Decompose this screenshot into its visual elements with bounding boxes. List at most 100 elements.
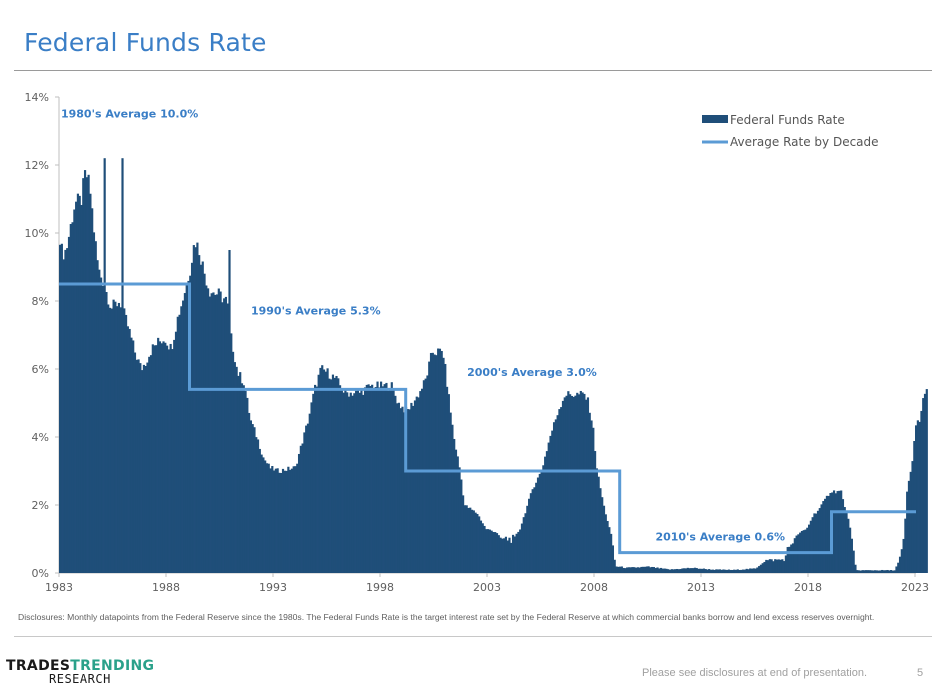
x-tick-label: 1983 — [45, 581, 73, 594]
rate-bar — [925, 389, 928, 573]
rate-bar — [442, 357, 445, 573]
rate-bar — [96, 260, 99, 573]
rate-bar — [667, 569, 670, 573]
rate-bar — [515, 533, 518, 573]
rate-bar — [781, 559, 784, 573]
rate-bar — [69, 224, 72, 573]
rate-bar — [495, 533, 499, 573]
rate-bar — [100, 277, 103, 573]
rate-bar — [178, 314, 181, 573]
rate-bar — [408, 409, 411, 573]
rate-bar — [684, 568, 688, 573]
rate-bar — [725, 569, 729, 573]
x-tick-label: 1993 — [259, 581, 287, 594]
rate-bar — [706, 569, 709, 573]
rate-bar — [882, 570, 886, 573]
rate-bar — [813, 513, 816, 573]
rate-bar — [693, 567, 697, 573]
decade-average-label: 1990's Average 5.3% — [251, 305, 381, 318]
rate-bar — [226, 303, 229, 573]
rate-bar — [479, 520, 483, 573]
rate-bar — [811, 517, 814, 573]
rate-bar — [333, 377, 336, 573]
rate-bar — [119, 307, 122, 573]
rate-bar — [276, 468, 279, 573]
rate-bar — [158, 341, 162, 573]
rate-bar — [806, 527, 809, 573]
rate-bar — [640, 566, 643, 573]
rate-bar — [674, 569, 677, 573]
rate-bar — [465, 505, 468, 573]
rate-bar — [909, 471, 912, 573]
x-tick-label: 2018 — [794, 581, 822, 594]
rate-bar — [312, 393, 315, 573]
rate-bar — [112, 299, 115, 573]
annotations: 1980's Average 10.0% 1990's Average 5.3% 2… — [61, 107, 785, 543]
rate-bar — [661, 568, 664, 573]
rate-bar — [308, 413, 311, 573]
rate-bar — [913, 441, 916, 573]
rate-bar — [103, 158, 106, 573]
rate-bar — [859, 570, 862, 573]
rate-bar — [615, 566, 618, 573]
rate-bar — [535, 482, 538, 573]
rate-bar — [918, 421, 921, 573]
rate-bar — [207, 288, 210, 573]
rate-bar — [399, 408, 402, 573]
rate-bar — [504, 536, 508, 573]
rate-bar — [171, 349, 174, 573]
rate-bar — [431, 352, 434, 573]
rate-bar — [895, 566, 898, 573]
rate-bar — [492, 531, 495, 573]
rate-bar — [891, 570, 894, 573]
rate-bar — [624, 568, 627, 573]
rate-bar — [558, 409, 561, 573]
rate-bar — [117, 302, 121, 573]
rate-bar — [470, 509, 474, 573]
decade-average-label: 2000's Average 3.0% — [467, 366, 597, 379]
rate-bar — [244, 390, 247, 573]
rate-bar — [205, 285, 208, 573]
rate-bar — [133, 352, 137, 573]
rate-bar — [554, 419, 557, 573]
rate-bar — [668, 569, 672, 573]
rate-bar — [592, 427, 595, 573]
rate-bar — [214, 294, 217, 573]
rate-bar — [900, 549, 903, 573]
rate-bar — [734, 569, 738, 573]
rate-bar — [487, 529, 490, 573]
rate-bar — [224, 296, 228, 573]
rate-bar — [285, 470, 288, 573]
rate-bar — [376, 381, 379, 573]
decade-average-label: 2010's Average 0.6% — [655, 531, 785, 544]
rate-bar — [536, 477, 540, 573]
rate-bar — [854, 564, 857, 573]
rate-bar — [380, 381, 383, 573]
rate-bar — [415, 396, 418, 573]
rate-bar — [526, 505, 529, 573]
rate-bar — [444, 363, 447, 573]
rate-bar — [472, 510, 475, 573]
rate-bar — [818, 508, 821, 573]
rate-bar — [531, 489, 534, 573]
rate-bar — [260, 454, 263, 573]
rate-bar — [169, 343, 172, 573]
rate-bar — [116, 306, 119, 573]
rate-bar — [210, 293, 213, 573]
rate-bar — [569, 394, 572, 573]
rate-bar — [83, 170, 87, 573]
rate-bar — [403, 412, 406, 573]
rate-bar — [508, 537, 511, 573]
rate-bar — [424, 378, 427, 573]
rate-bar — [499, 537, 502, 573]
rate-bar — [772, 561, 775, 573]
rate-bar — [702, 568, 705, 573]
rate-bar — [868, 570, 871, 573]
rate-bar — [551, 430, 554, 573]
rate-bar — [114, 301, 117, 573]
rate-bar — [627, 567, 631, 573]
rate-bar — [321, 365, 324, 573]
rate-bar — [456, 456, 459, 573]
rate-bar — [529, 493, 532, 573]
rate-bar — [215, 294, 219, 573]
